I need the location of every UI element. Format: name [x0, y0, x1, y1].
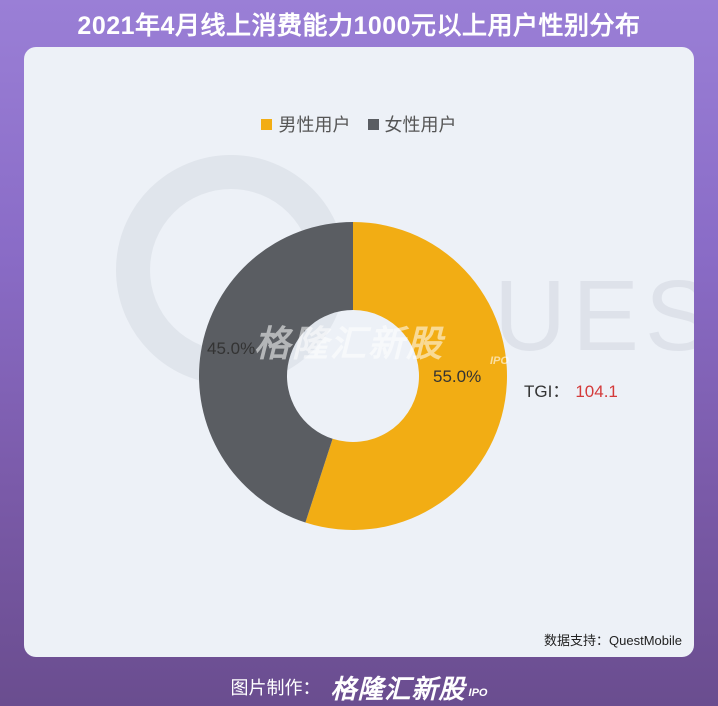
center-watermark-ipo: IPO — [490, 355, 509, 367]
tgi-annotation: TGI： 104.1 — [524, 377, 618, 402]
legend-item-male: 男性用户 — [261, 111, 350, 137]
legend-label-male: 男性用户 — [278, 115, 351, 135]
source-note: 数据支持：QuestMobile — [544, 633, 682, 648]
slice-male — [305, 222, 507, 530]
value-label-male: 55.0% — [433, 367, 481, 386]
footer-logo: 格隆汇新股 — [330, 673, 466, 704]
footer-label: 图片制作： — [230, 678, 321, 698]
tgi-label: TGI： — [524, 382, 570, 401]
tgi-value: 104.1 — [575, 382, 618, 401]
footer: 图片制作： 格隆汇新股 IPO — [0, 668, 718, 706]
chart-panel: UES 男性用户 女性用户 55.0% 45.0% 格隆汇新股 IPO TGI：… — [24, 47, 694, 657]
legend-label-female: 女性用户 — [384, 115, 457, 135]
legend-item-female: 女性用户 — [367, 111, 457, 137]
slice-female — [199, 222, 353, 523]
page-title: 2021年4月线上消费能力1000元以上用户性别分布 — [77, 12, 641, 40]
legend: 男性用户 女性用户 — [24, 111, 694, 137]
donut-chart: 55.0% 45.0% — [199, 222, 507, 530]
footer-ipo: IPO — [468, 687, 488, 699]
legend-swatch-female — [367, 118, 379, 130]
watermark-word: UES — [494, 260, 694, 372]
legend-swatch-male — [261, 118, 273, 130]
value-label-female: 45.0% — [207, 339, 255, 358]
